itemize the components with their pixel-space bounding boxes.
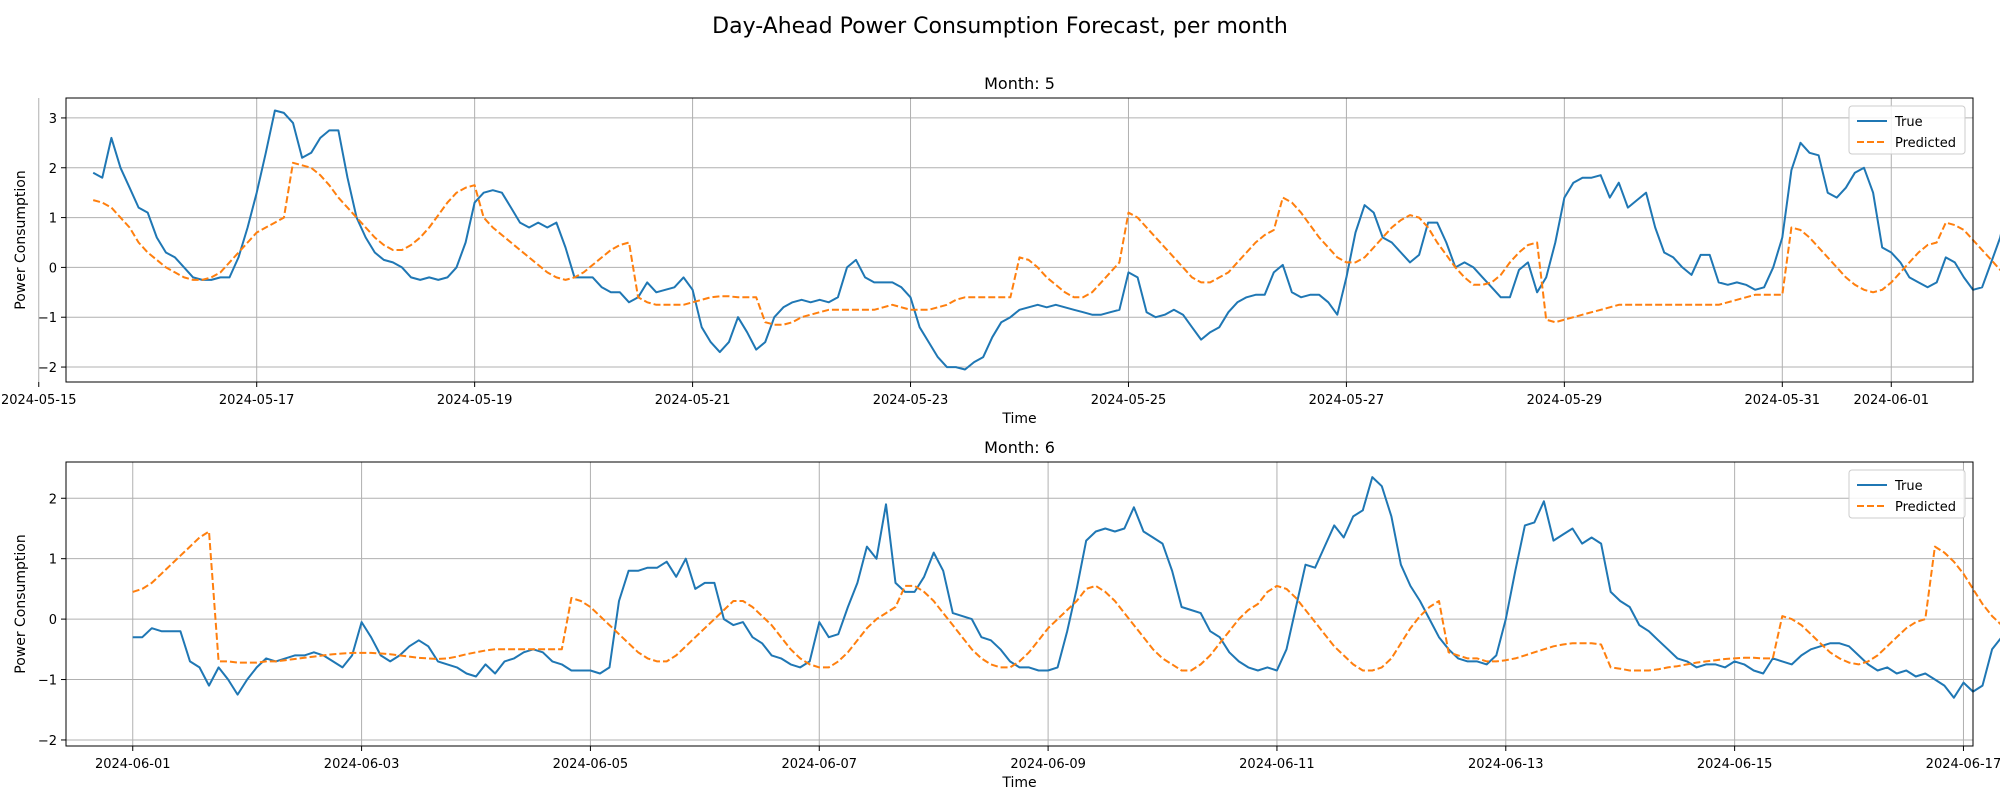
x-tick-label: 2024-05-19 [437, 393, 513, 408]
y-tick-label: −1 [38, 311, 57, 326]
x-tick-label: 2024-05-31 [1745, 393, 1821, 408]
y-axis-label: Power Consumption [13, 534, 29, 674]
legend: True Predicted [1848, 105, 1966, 155]
x-tick-label: 2024-06-11 [1239, 757, 1315, 772]
x-tick-label: 2024-05-21 [655, 393, 731, 408]
y-tick-label: 0 [49, 261, 57, 276]
y-tick-label: −1 [38, 674, 57, 689]
y-tick-label: 1 [49, 212, 57, 227]
subplot-title: Month: 5 [984, 74, 1055, 93]
x-tick-label: 2024-06-09 [1010, 757, 1086, 772]
y-tick-label: 0 [49, 613, 57, 628]
legend-label-true: True [1894, 115, 1923, 130]
series-line-true [132, 476, 2000, 699]
legend-label-true: True [1894, 479, 1923, 494]
x-tick-label: 2024-05-27 [1309, 393, 1385, 408]
y-tick-label: 2 [49, 492, 57, 507]
x-tick-label: 2024-06-01 [95, 757, 171, 772]
x-tick-label: 2024-06-01 [1853, 393, 1929, 408]
x-axis-label: Time [1001, 411, 1036, 427]
y-axis-label: Power Consumption [13, 170, 29, 310]
y-tick-label: −2 [38, 361, 57, 376]
series-line-true [92, 109, 2000, 371]
x-tick-label: 2024-06-15 [1697, 757, 1773, 772]
axes-frame [65, 461, 1974, 747]
series-line-predicted [132, 530, 2000, 672]
x-tick-label: 2024-05-17 [219, 393, 295, 408]
legend: True Predicted [1848, 469, 1966, 519]
x-axis-label: Time [1001, 775, 1036, 791]
legend-label-predicted: Predicted [1895, 136, 1956, 151]
x-tick-label: 2024-06-03 [324, 757, 400, 772]
series-line-predicted [92, 161, 2000, 326]
y-tick-label: −2 [38, 734, 57, 749]
axes-frame [65, 97, 1974, 383]
figure-title: Day-Ahead Power Consumption Forecast, pe… [712, 14, 1288, 39]
x-tick-label: 2024-05-15 [1, 393, 77, 408]
grid [66, 462, 1973, 746]
grid [38, 98, 1973, 382]
x-tick-label: 2024-05-25 [1091, 393, 1167, 408]
x-tick-label: 2024-06-05 [553, 757, 629, 772]
x-tick-label: 2024-06-17 [1926, 757, 2000, 772]
y-tick-label: 3 [49, 112, 57, 127]
legend-label-predicted: Predicted [1895, 500, 1956, 515]
y-tick-label: 2 [49, 162, 57, 177]
subplot-title: Month: 6 [984, 438, 1055, 457]
x-tick-label: 2024-05-29 [1527, 393, 1603, 408]
x-tick-label: 2024-06-13 [1468, 757, 1544, 772]
x-tick-label: 2024-05-23 [873, 393, 949, 408]
y-tick-label: 1 [49, 553, 57, 568]
x-tick-label: 2024-06-07 [781, 757, 857, 772]
